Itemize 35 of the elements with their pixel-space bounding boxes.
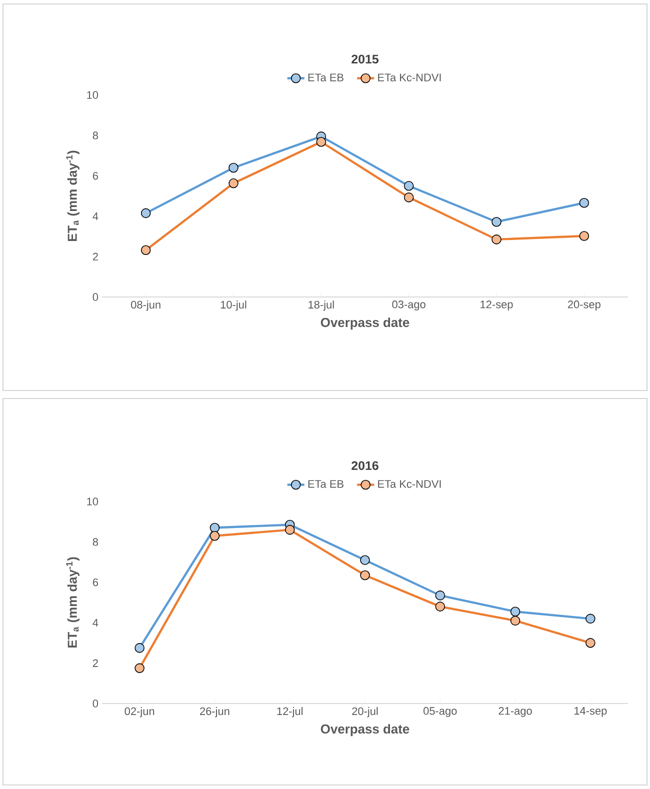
y-tick-label: 0: [92, 700, 98, 708]
y-tick-label: 10: [87, 91, 98, 99]
y-tick-label: 8: [92, 132, 98, 140]
x-tick-label: 03-ago: [392, 300, 426, 310]
x-axis-title: Overpass date: [320, 724, 410, 736]
legend-label: ETa EB: [308, 74, 344, 82]
y-tick-label: 2: [92, 252, 98, 260]
chart-title: 2015: [352, 54, 378, 64]
y-tick-label: 0: [92, 293, 98, 301]
y-tick-label: 10: [87, 498, 98, 506]
y-tick-label: 8: [92, 538, 98, 546]
x-tick-label: 21-ago: [498, 707, 532, 717]
x-tick-label: 20-sep: [568, 300, 600, 310]
x-tick-label: 10-jul: [220, 300, 246, 311]
x-tick-label: 18-jul: [308, 300, 334, 311]
y-axis-title: ET$_{a}$ (mm day$^{-1}$): [66, 150, 80, 242]
x-tick-label: 12-jul: [277, 707, 303, 718]
x-tick-label: 26-jun: [200, 707, 230, 718]
x-tick-label: 02-jun: [124, 707, 154, 718]
legend-label: ETa Kc-NDVI: [378, 74, 441, 82]
y-axis-title: ET$_{a}$ (mm day$^{-1}$): [66, 557, 80, 648]
x-axis-title: Overpass date: [320, 318, 410, 330]
y-tick-label: 2: [92, 659, 98, 667]
chart-title: 2016: [352, 461, 378, 470]
x-tick-label: 12-sep: [480, 300, 513, 310]
legend-label: ETa Kc-NDVI: [378, 480, 441, 488]
legend-label: ETa EB: [308, 480, 344, 488]
y-tick-label: 6: [92, 578, 98, 586]
y-tick-label: 4: [92, 618, 98, 626]
y-tick-label: 4: [92, 212, 98, 220]
x-tick-label: 20-jul: [352, 707, 378, 718]
x-tick-label: 08-jun: [131, 300, 160, 311]
x-tick-label: 14-sep: [574, 707, 607, 717]
x-tick-label: 05-ago: [424, 707, 457, 717]
y-tick-label: 6: [92, 172, 98, 180]
